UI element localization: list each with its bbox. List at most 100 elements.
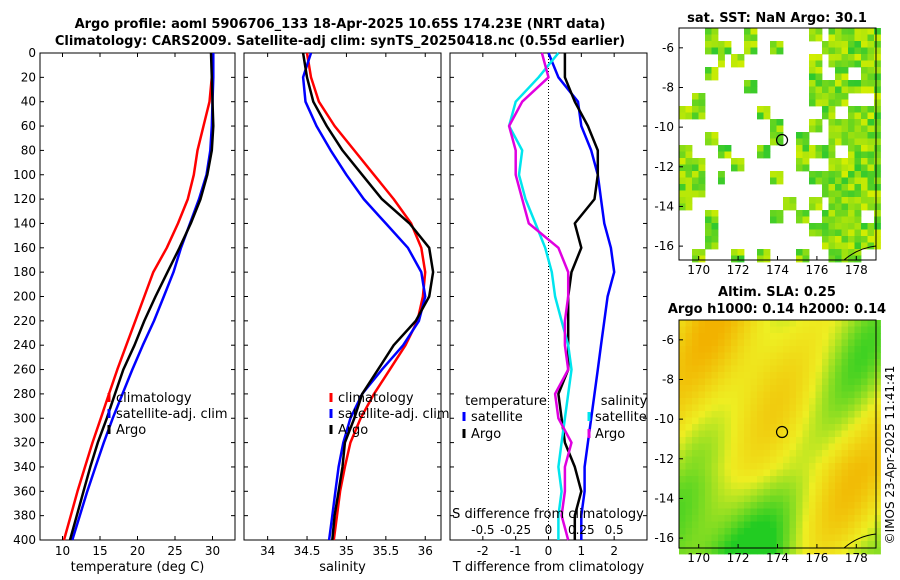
map-cell [783, 508, 790, 516]
map-cell [711, 210, 719, 217]
map-cell [874, 177, 881, 185]
map-cell [705, 443, 712, 451]
map-cell [692, 184, 699, 191]
map-cell [815, 404, 823, 412]
map-cell [848, 320, 855, 327]
map-cell [770, 372, 777, 379]
xtick-label: 174 [766, 263, 789, 277]
map-cell [737, 482, 745, 490]
ytick-label: -6 [662, 333, 674, 347]
map-cell [848, 28, 855, 35]
map-cell [705, 339, 712, 347]
map-cell [692, 495, 699, 503]
map-cell [861, 456, 868, 464]
map-cell [822, 365, 829, 373]
map-cell [692, 112, 699, 120]
map-cell [815, 320, 823, 327]
map-cell [763, 365, 771, 373]
map-cell [763, 398, 771, 405]
map-cell [861, 112, 868, 120]
map-cell [744, 372, 751, 379]
xtick-label: 174 [766, 551, 789, 565]
map-cell [757, 521, 764, 529]
map-cell [783, 346, 790, 353]
map-cell [822, 80, 829, 87]
map-cell [841, 411, 849, 418]
map-cell [685, 385, 693, 392]
map-cell [705, 521, 712, 529]
map-cell [874, 320, 881, 327]
map-cell [685, 151, 693, 159]
map-cell [815, 177, 823, 185]
map-cell [861, 132, 868, 139]
map-cell [744, 339, 751, 347]
map-cell [789, 398, 797, 405]
map-cell [815, 151, 823, 159]
map-cell [828, 229, 836, 237]
map-cell [822, 489, 829, 496]
map-cell [731, 424, 738, 431]
map-cell [763, 359, 771, 366]
map-cell [867, 197, 875, 204]
map-cell [815, 489, 823, 496]
map-cell [809, 203, 816, 211]
map-cell [809, 541, 816, 548]
map-cell [789, 404, 797, 412]
map-cell [705, 138, 712, 146]
map-cell [750, 430, 758, 438]
map-cell [757, 365, 764, 373]
map-cell [724, 521, 732, 529]
map-cell [796, 249, 803, 256]
legend-label: satellite [471, 410, 523, 425]
map-cell [854, 229, 862, 237]
map-cell [679, 456, 686, 464]
map-cell [776, 521, 784, 529]
map-cell [718, 482, 725, 490]
series-line-climatology [305, 52, 427, 541]
map-cell [770, 398, 777, 405]
map-cell [828, 54, 836, 61]
map-cell [861, 424, 868, 431]
map-cell [835, 326, 842, 334]
map-cell [692, 99, 699, 107]
map-cell [802, 424, 810, 431]
map-cell [828, 456, 836, 464]
map-cell [718, 437, 725, 444]
map-cell [744, 424, 751, 431]
map-cell [679, 521, 686, 529]
map-cell [848, 547, 855, 555]
map-cell [815, 203, 823, 211]
map-cell [711, 216, 719, 224]
map-cell [757, 398, 764, 405]
map-cell [731, 489, 738, 496]
map-cell [835, 320, 842, 327]
map-cell [815, 417, 823, 425]
map-cell [874, 534, 881, 542]
map-cell [711, 28, 719, 35]
map-cell [874, 352, 881, 360]
map-cell [770, 333, 777, 340]
map-cell [841, 125, 849, 133]
map-cell [737, 508, 745, 516]
map-cell [854, 385, 862, 392]
map-cell [692, 333, 699, 340]
map-cell [828, 216, 836, 224]
map-cell [698, 463, 706, 470]
map-cell [854, 430, 862, 438]
map-cell [750, 339, 758, 347]
map-cell [718, 417, 725, 425]
map-cell [776, 352, 784, 360]
map-cell [692, 385, 699, 392]
map-cell [809, 469, 816, 477]
map-cell [718, 346, 725, 353]
map-cell [711, 482, 719, 490]
map-cell [828, 424, 836, 431]
map-cell [848, 502, 855, 509]
map-cell [874, 365, 881, 373]
map-cell [854, 346, 862, 353]
map-cell [685, 502, 693, 509]
map-cell [796, 547, 803, 555]
map-cell [809, 534, 816, 542]
map-cell [679, 177, 686, 185]
